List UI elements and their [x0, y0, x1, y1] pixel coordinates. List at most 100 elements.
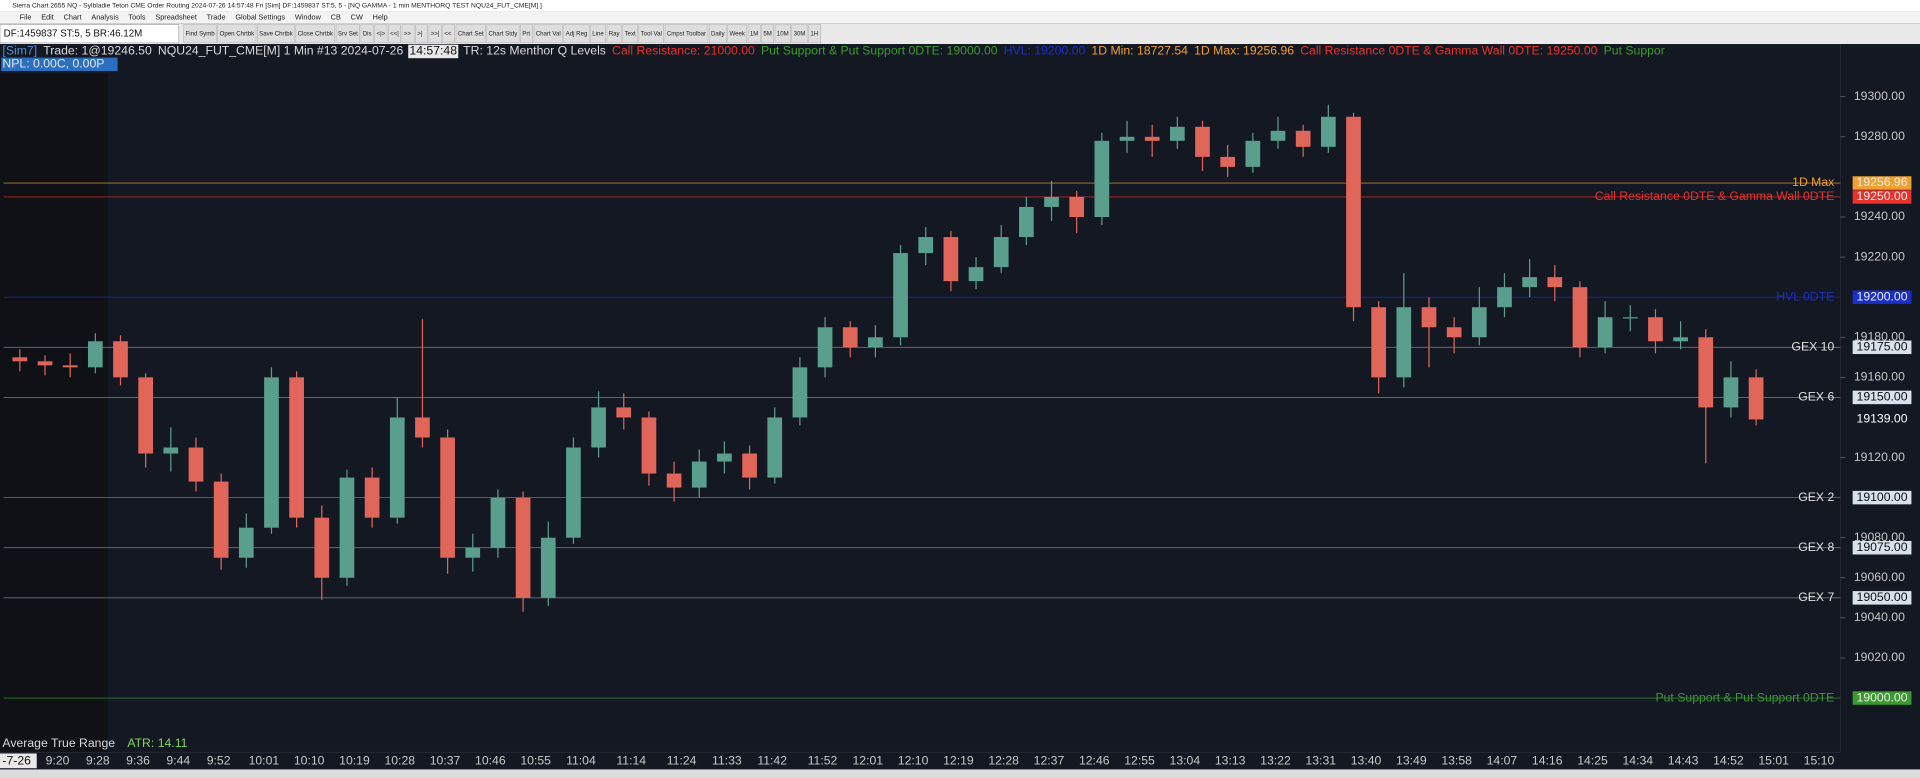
toolbar-button-label[interactable]: Chart Set [458, 30, 484, 37]
y-tick-label: 19160.00 [1854, 370, 1905, 384]
toolbar-button-label[interactable]: <<| [390, 30, 399, 37]
toolbar-button[interactable] [563, 24, 590, 44]
level-price-box [1852, 390, 1912, 405]
candle-body [12, 357, 28, 362]
toolbar-button-label[interactable]: Dis [363, 30, 372, 37]
toolbar-button[interactable] [374, 24, 388, 44]
toolbar-button[interactable] [533, 24, 563, 44]
menu-item[interactable]: Chart [64, 13, 82, 22]
toolbar-button-label[interactable]: Daily [711, 30, 726, 37]
candle-body [968, 267, 984, 282]
toolbar-button[interactable] [257, 24, 295, 44]
toolbar-button-label[interactable]: 1H [810, 30, 818, 37]
toolbar-button[interactable] [428, 24, 442, 44]
menu-item[interactable]: Help [373, 13, 388, 22]
level-price: 19200.00 [1857, 289, 1908, 303]
toolbar-button-label[interactable]: Adj Reg [566, 30, 588, 37]
toolbar-button-label[interactable]: Chart Stdy [489, 30, 519, 37]
toolbar-button[interactable] [606, 24, 622, 44]
header-item: 14:57:48 [409, 44, 457, 58]
level-price-box [1852, 290, 1912, 304]
toolbar-button-label[interactable]: <|> [377, 30, 386, 37]
toolbar-button[interactable] [590, 24, 606, 44]
toolbar-button-label[interactable]: 1M [750, 30, 758, 37]
menu-item[interactable]: Window [295, 13, 322, 22]
x-tick-label: 13:58 [1441, 754, 1472, 768]
level-name: Call Resistance 0DTE & Gamma Wall 0DTE [1595, 189, 1834, 203]
toolbar-button-label[interactable]: Text [625, 30, 637, 37]
toolbar-button-label[interactable]: Close Chrtbk [298, 30, 334, 37]
header-item: HVL: 19200.00 [1004, 44, 1086, 58]
toolbar-button[interactable] [415, 24, 428, 44]
x-tick-label: 10:01 [249, 754, 280, 768]
npl-text: NPL: 0.00C, 0.00P [2, 57, 104, 71]
toolbar-button[interactable] [727, 24, 748, 44]
toolbar-button[interactable] [808, 24, 822, 44]
y-tick-label: 19220.00 [1854, 249, 1905, 263]
x-tick-label: 13:13 [1215, 754, 1246, 768]
candle-body [1497, 287, 1512, 308]
toolbar-button-label[interactable]: 5M [763, 30, 771, 37]
toolbar-button[interactable] [747, 24, 761, 44]
level-price: 19256.96 [1857, 175, 1908, 189]
toolbar-button-label[interactable]: << [444, 30, 452, 37]
toolbar-button-label[interactable]: Tool Val [641, 30, 662, 37]
toolbar-button[interactable] [217, 24, 257, 44]
toolbar-button-label[interactable]: 30M [794, 30, 806, 37]
toolbar-button-label[interactable]: >| [417, 30, 423, 37]
toolbar-button[interactable] [791, 24, 808, 44]
toolbar-button[interactable] [335, 24, 360, 44]
toolbar-button[interactable] [295, 24, 336, 44]
toolbar-button[interactable] [388, 24, 401, 44]
menu-item[interactable]: Edit [41, 13, 54, 22]
toolbar-button-label[interactable]: Ray [609, 30, 621, 37]
toolbar-button[interactable] [761, 24, 774, 44]
toolbar-button-label[interactable]: Open Chrtbk [220, 30, 256, 37]
candle-body [87, 341, 103, 368]
toolbar-button-label[interactable]: Cmpst Toolbar [667, 30, 706, 37]
toolbar-button-label[interactable]: >> [404, 30, 412, 37]
y-tick-label: 19120.00 [1854, 450, 1905, 464]
header-time-box [408, 44, 459, 59]
x-tick-label: 12:37 [1034, 754, 1065, 768]
toolbar-button[interactable] [638, 24, 664, 44]
toolbar-button[interactable] [455, 24, 486, 44]
candle-body [37, 361, 53, 366]
menu-item[interactable]: Global Settings [235, 13, 285, 22]
x-tick-label: 11:04 [566, 754, 596, 768]
menu-item[interactable]: Spreadsheet [155, 13, 197, 22]
menu-item[interactable]: CB [331, 13, 341, 22]
menu-item[interactable]: Trade [207, 13, 226, 22]
toolbar-button[interactable] [442, 24, 455, 44]
toolbar-button[interactable] [622, 24, 638, 44]
menu-item[interactable]: CW [351, 13, 363, 22]
x-tick-label: 14:34 [1622, 754, 1653, 768]
toolbar-button[interactable] [360, 24, 374, 44]
x-tick-label: 14:52 [1713, 754, 1744, 768]
x-tick-label: 12:01 [853, 754, 884, 768]
toolbar-button-label[interactable]: Week [729, 30, 745, 37]
y-tick-label: 19240.00 [1854, 209, 1905, 223]
toolbar-button[interactable] [708, 24, 727, 44]
candle-body [289, 377, 304, 518]
toolbar-button[interactable] [520, 24, 533, 44]
menu-item[interactable]: Tools [128, 13, 145, 22]
toolbar-button[interactable] [183, 24, 217, 44]
toolbar-button-label[interactable]: Srv Set [338, 30, 358, 37]
menu-item[interactable]: Analysis [91, 13, 119, 22]
toolbar-button[interactable] [486, 24, 520, 44]
toolbar-button-label[interactable]: >>| [431, 30, 440, 37]
toolbar-button[interactable] [664, 24, 709, 44]
candle-body [1446, 327, 1462, 338]
toolbar-button[interactable] [774, 24, 791, 44]
toolbar-button-label[interactable]: Save Chrtbk [259, 30, 294, 37]
candle-body [943, 237, 959, 282]
toolbar-button-label[interactable]: 10M [777, 30, 789, 37]
toolbar-button-label[interactable]: Prt [522, 30, 530, 37]
toolbar-button-label[interactable]: Find Symb [186, 30, 216, 37]
toolbar-button[interactable] [401, 24, 415, 44]
x-tick-label: 14:25 [1577, 754, 1608, 768]
toolbar-button-label[interactable]: Chart Val [536, 30, 561, 37]
toolbar-button-label[interactable]: Line [592, 30, 604, 37]
menu-item[interactable]: File [20, 13, 32, 22]
